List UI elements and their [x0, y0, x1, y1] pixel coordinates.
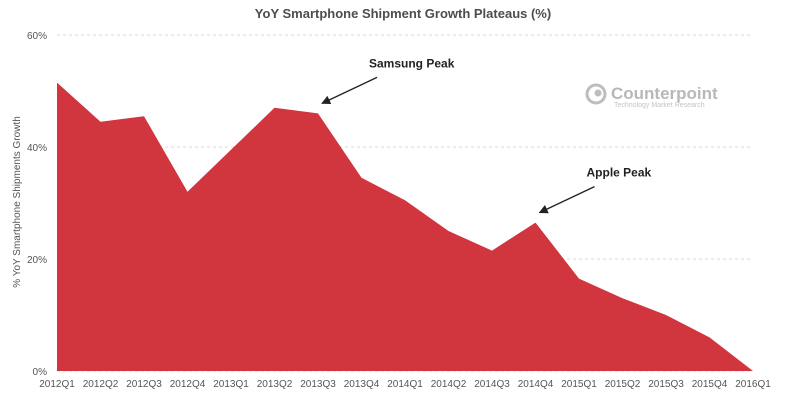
x-tick-label: 2015Q4 [692, 379, 728, 390]
annotation-label: Apple Peak [587, 166, 652, 180]
x-axis: 2012Q1 2012Q2 2012Q3 2012Q4 2013Q1 2013Q2 2013… [39, 379, 771, 390]
y-tick-label: 20% [27, 255, 47, 266]
x-tick-label: 2013Q2 [257, 379, 293, 390]
x-tick-label: 2015Q1 [561, 379, 597, 390]
x-tick-label: 2012Q1 [39, 379, 75, 390]
annotation-arrow [321, 76, 378, 105]
x-tick-label: 2013Q3 [300, 379, 336, 390]
y-tick-label: 0% [33, 367, 48, 378]
y-axis-label: % YoY Smartphone Shipments Growth [12, 116, 23, 288]
x-tick-label: 2013Q4 [344, 379, 380, 390]
x-tick-label: 2014Q4 [518, 379, 554, 390]
x-tick-label: 2013Q1 [213, 379, 249, 390]
x-tick-label: 2012Q3 [126, 379, 162, 390]
chart-title: YoY Smartphone Shipment Growth Plateaus … [255, 6, 551, 21]
x-tick-label: 2015Q3 [648, 379, 684, 390]
logo-name: Counterpoint [611, 84, 718, 103]
y-axis: 0% 20% 40% 60% [27, 31, 47, 378]
x-tick-label: 2016Q1 [735, 379, 771, 390]
x-tick-label: 2014Q1 [387, 379, 423, 390]
x-tick-label: 2015Q2 [605, 379, 641, 390]
logo-tagline: Technology Market Research [614, 102, 705, 109]
annotation-arrow [538, 186, 595, 214]
y-tick-label: 40% [27, 143, 47, 154]
x-tick-label: 2014Q3 [474, 379, 510, 390]
counterpoint-logo: Counterpoint Technology Market Research [585, 83, 718, 109]
annotation-label: Samsung Peak [369, 56, 455, 70]
x-tick-label: 2014Q2 [431, 379, 467, 390]
annotations: Samsung Peak Apple Peak [321, 56, 652, 214]
area-series [57, 82, 753, 371]
x-tick-label: 2012Q2 [83, 379, 119, 390]
counterpoint-logo-icon [585, 83, 607, 105]
x-tick-label: 2012Q4 [170, 379, 206, 390]
y-tick-label: 60% [27, 31, 47, 42]
